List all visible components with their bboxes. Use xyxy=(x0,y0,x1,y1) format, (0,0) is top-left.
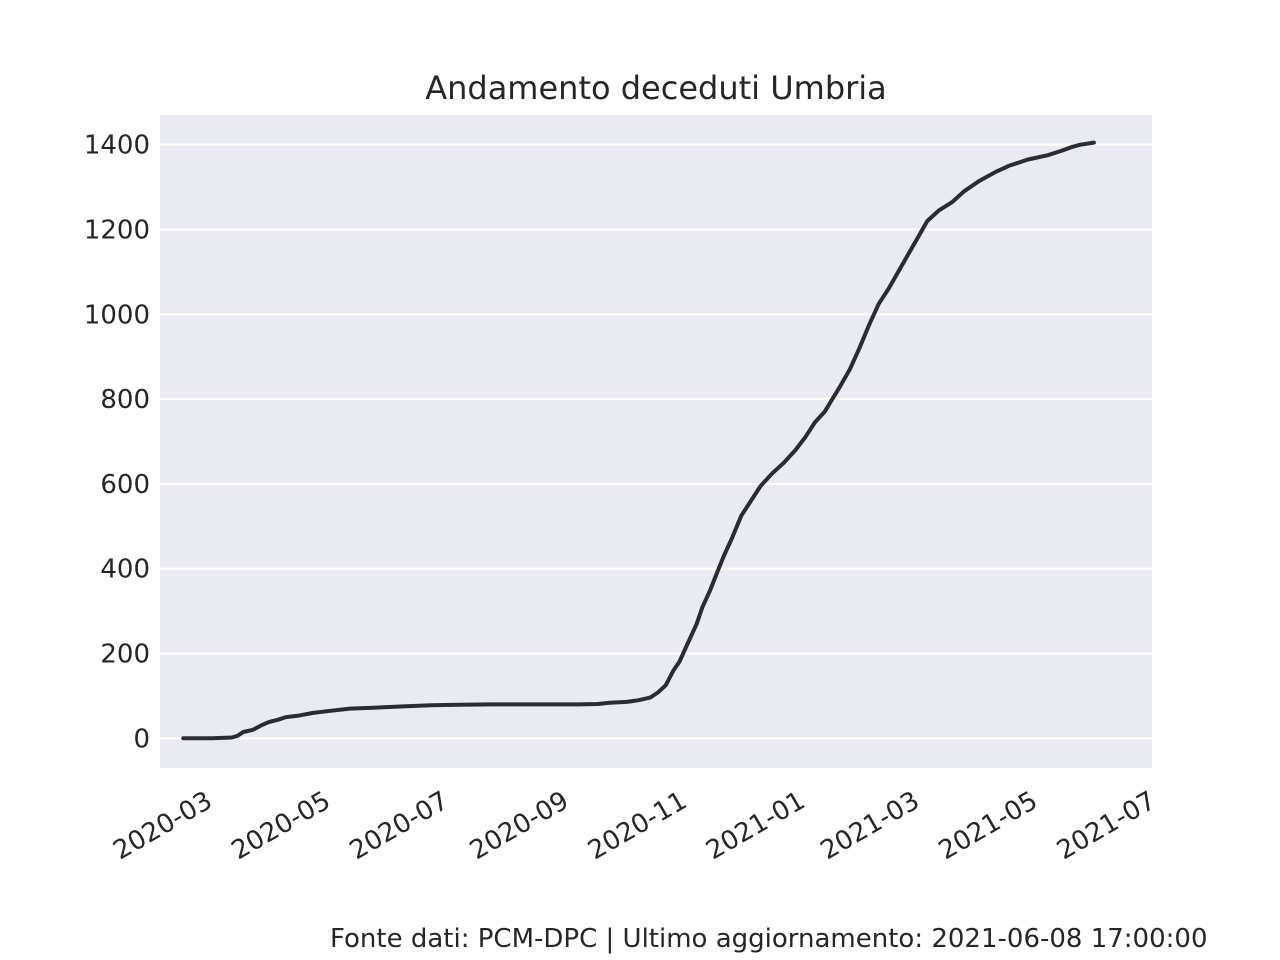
series-line xyxy=(181,140,1096,741)
y-tick-label: 200 xyxy=(100,640,150,670)
grid xyxy=(160,143,1152,740)
x-tick-label: 2021-01 xyxy=(701,786,810,866)
x-tick-label: 2021-05 xyxy=(934,786,1043,866)
plot-area xyxy=(160,115,1152,768)
x-tick-label: 2020-11 xyxy=(583,786,692,866)
y-tick-label: 600 xyxy=(100,470,150,500)
x-tick-label: 2020-03 xyxy=(108,786,217,866)
chart-title: Andamento deceduti Umbria xyxy=(425,69,887,107)
y-tick-label: 800 xyxy=(100,385,150,415)
y-tick-label: 0 xyxy=(133,724,150,754)
y-tick-label: 1400 xyxy=(84,131,150,161)
y-axis: 0 200 400 600 800 1000 1200 1400 xyxy=(84,131,150,755)
x-tick-label: 2020-07 xyxy=(345,786,454,866)
y-tick-label: 1200 xyxy=(84,215,150,245)
series-group xyxy=(181,140,1096,741)
x-tick-label: 2020-09 xyxy=(465,786,574,866)
y-tick-label: 1000 xyxy=(84,300,150,330)
x-tick-label: 2021-03 xyxy=(816,786,925,866)
y-tick-label: 400 xyxy=(100,555,150,585)
x-tick-label: 2021-07 xyxy=(1052,786,1161,866)
x-tick-label: 2020-05 xyxy=(227,786,336,866)
x-axis: 2020-03 2020-05 2020-07 2020-09 2020-11 2021-… xyxy=(108,786,1161,866)
source-footer: Fonte dati: PCM-DPC | Ultimo aggiornamen… xyxy=(330,924,1208,954)
